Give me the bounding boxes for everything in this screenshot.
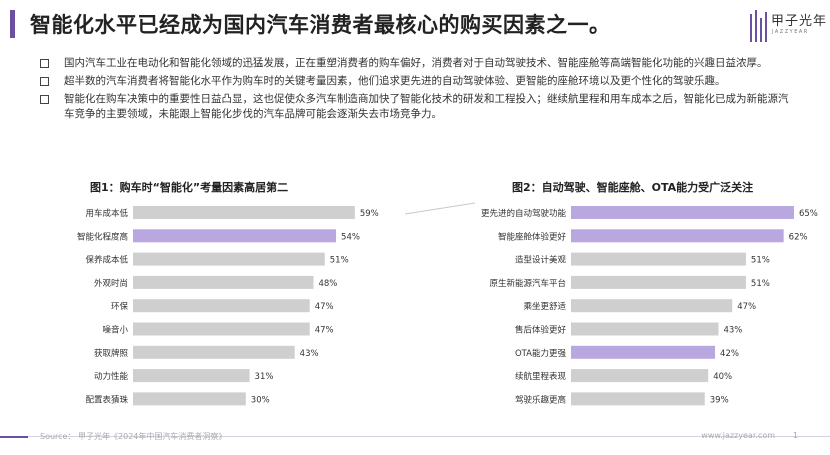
bar bbox=[133, 206, 355, 219]
bar bbox=[571, 206, 794, 219]
value-label: 62% bbox=[789, 232, 808, 242]
value-label: 30% bbox=[251, 395, 270, 405]
value-label: 51% bbox=[751, 279, 770, 289]
value-label: 39% bbox=[710, 395, 729, 405]
category-label: 造型设计美观 bbox=[515, 255, 567, 266]
logo-mark-icon bbox=[750, 10, 768, 42]
category-label: 噪音小 bbox=[102, 325, 128, 336]
value-label: 65% bbox=[799, 209, 818, 219]
jazzyear-logo: 甲子光年 JAZZYEAR bbox=[750, 8, 826, 44]
logo-name: 甲子光年 bbox=[771, 14, 828, 29]
value-label: 47% bbox=[737, 302, 756, 312]
value-label: 43% bbox=[723, 326, 742, 336]
bullet-item: 智能化在购车决策中的重要性日益凸显，这也促使众多汽车制造商加快了智能化技术的研发… bbox=[40, 92, 790, 122]
chart-title: 图2：自动驾驶、智能座舱、OTA能力受广泛关注 bbox=[512, 180, 753, 194]
bar bbox=[133, 392, 246, 406]
bar bbox=[133, 322, 310, 336]
bar bbox=[571, 252, 746, 266]
square-bullet-icon bbox=[40, 95, 49, 104]
bullet-text: 国内汽车工业在电动化和智能化领域的迅猛发展，正在重塑消费者的购车偏好，消费者对于… bbox=[64, 57, 768, 69]
connector-line bbox=[404, 202, 476, 215]
bar bbox=[133, 345, 295, 359]
category-label: 获取牌照 bbox=[94, 348, 129, 359]
category-label: 智能化程度高 bbox=[77, 231, 128, 242]
value-label: 51% bbox=[330, 256, 349, 266]
bar bbox=[571, 392, 705, 406]
category-label: 保养成本低 bbox=[85, 255, 128, 266]
page-number: 1 bbox=[792, 431, 798, 440]
title-accent-bar bbox=[10, 10, 15, 38]
bar bbox=[571, 345, 716, 359]
category-label: 续航里程表现 bbox=[515, 371, 567, 382]
category-label: 智能座舱体验更好 bbox=[498, 231, 567, 242]
bar bbox=[133, 275, 314, 289]
bar bbox=[133, 252, 325, 266]
category-label: 外观时尚 bbox=[94, 278, 128, 289]
bar bbox=[571, 299, 733, 313]
category-label: 驾驶乐趣更高 bbox=[515, 394, 566, 405]
value-label: 54% bbox=[341, 232, 360, 242]
square-bullet-icon bbox=[40, 59, 49, 68]
category-label: 环保 bbox=[111, 301, 129, 312]
category-label: 原生新能源汽车平台 bbox=[489, 278, 566, 289]
bar bbox=[571, 275, 746, 289]
value-label: 48% bbox=[318, 279, 337, 289]
page-title: 智能化水平已经成为国内汽车消费者最核心的购买因素之一。 bbox=[30, 13, 611, 37]
chart-title: 图1：购车时“智能化”考量因素高居第二 bbox=[90, 180, 288, 194]
bar bbox=[133, 229, 337, 243]
category-label: 用车成本低 bbox=[85, 208, 128, 219]
value-label: 47% bbox=[315, 302, 334, 312]
category-label: 售后体验更好 bbox=[515, 325, 567, 336]
category-label: 乘坐更舒适 bbox=[523, 301, 566, 312]
bar bbox=[571, 322, 719, 336]
bullet-item: 超半数的汽车消费者将智能化水平作为购车时的关键考量因素，他们追求更先进的自动驾驶… bbox=[40, 74, 790, 89]
value-label: 31% bbox=[255, 372, 274, 382]
footer-accent bbox=[0, 436, 28, 438]
bar bbox=[133, 369, 250, 383]
bullet-text: 智能化在购车决策中的重要性日益凸显，这也促使众多汽车制造商加快了智能化技术的研发… bbox=[64, 93, 789, 120]
value-label: 59% bbox=[360, 209, 379, 219]
category-label: 配置表猜珠 bbox=[85, 394, 128, 405]
category-label: OTA能力更强 bbox=[515, 348, 567, 359]
value-label: 43% bbox=[300, 349, 319, 359]
bullet-item: 国内汽车工业在电动化和智能化领域的迅猛发展，正在重塑消费者的购车偏好，消费者对于… bbox=[40, 56, 790, 71]
value-label: 47% bbox=[315, 326, 334, 336]
logo-subtext: JAZZYEAR bbox=[772, 29, 809, 35]
bullet-list: 国内汽车工业在电动化和智能化领域的迅猛发展，正在重塑消费者的购车偏好，消费者对于… bbox=[40, 56, 790, 125]
bar bbox=[571, 229, 784, 243]
value-label: 42% bbox=[720, 349, 739, 359]
category-label: 更先进的自动驾驶功能 bbox=[481, 208, 567, 219]
footer-divider bbox=[0, 436, 830, 437]
site-url: www.jazzyear.com bbox=[701, 431, 775, 440]
square-bullet-icon bbox=[40, 77, 49, 86]
bar bbox=[571, 369, 709, 383]
bar bbox=[133, 299, 310, 313]
bullet-text: 超半数的汽车消费者将智能化水平作为购车时的关键考量因素，他们追求更先进的自动驾驶… bbox=[64, 75, 726, 87]
value-label: 40% bbox=[713, 372, 732, 382]
value-label: 51% bbox=[751, 256, 770, 266]
source-note: Source： 甲子光年《2024年中国汽车消费者洞察》 bbox=[40, 432, 227, 441]
category-label: 动力性能 bbox=[94, 371, 129, 382]
